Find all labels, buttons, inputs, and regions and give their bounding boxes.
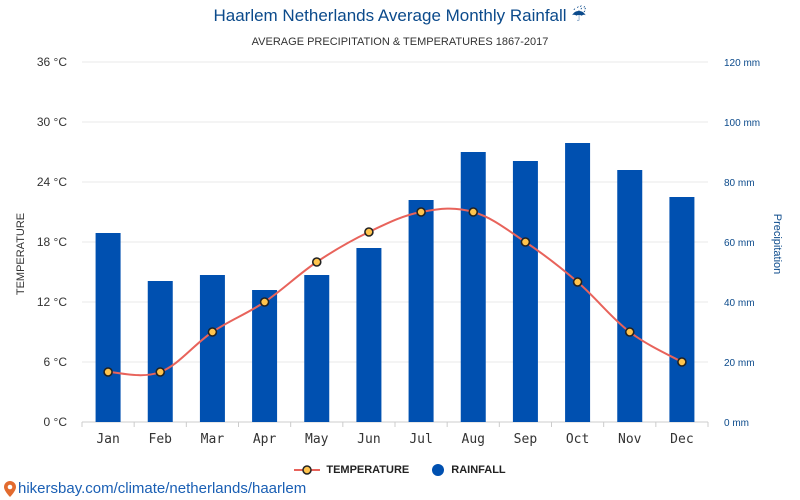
rainfall-legend-marker-icon <box>432 464 445 476</box>
x-tick-label: Apr <box>253 432 277 447</box>
temperature-legend-marker-icon <box>294 465 321 475</box>
temperature-point <box>103 367 113 377</box>
rainfall-bar <box>408 200 434 422</box>
y2-tick-label: 60 mm <box>724 238 755 249</box>
footer-link[interactable]: hikersbay.com/climate/netherlands/haarle… <box>4 480 306 497</box>
temperature-point <box>155 367 166 377</box>
y2-tick-label: 20 mm <box>724 358 755 369</box>
x-tick-label: Sep <box>514 432 538 447</box>
legend-item-temperature[interactable]: TEMPERATURE <box>294 463 409 477</box>
y-tick-label: 36 °C <box>37 55 67 69</box>
y2-tick-label: 0 mm <box>724 418 749 429</box>
y-tick-label: 0 °C <box>44 415 68 429</box>
legend-label-rainfall: RAINFALL <box>451 464 506 476</box>
y-tick-label: 30 °C <box>37 115 67 129</box>
y2-tick-label: 40 mm <box>724 298 755 309</box>
temperature-line <box>108 207 683 377</box>
rainfall-bar <box>252 290 278 422</box>
temperature-point <box>624 327 635 337</box>
rainfall-bar <box>199 275 225 422</box>
y-tick-label: 12 °C <box>37 295 67 309</box>
rainfall-bar <box>460 152 486 422</box>
x-tick-label: Aug <box>462 432 485 447</box>
y2-axis-title: Precipitation <box>771 214 783 275</box>
y2-tick-label: 100 mm <box>724 118 760 129</box>
temperature-point <box>677 357 687 367</box>
temperature-point <box>468 207 479 217</box>
rainfall-bar <box>95 233 121 422</box>
temperature-point <box>520 237 531 247</box>
x-tick-label: Jan <box>96 432 119 447</box>
rainfall-bar <box>304 275 330 422</box>
y-tick-label: 24 °C <box>37 175 67 189</box>
rainfall-bar <box>512 161 538 422</box>
x-tick-label: Nov <box>618 432 642 447</box>
y2-tick-label: 80 mm <box>724 178 755 189</box>
temperature-point <box>572 277 583 287</box>
x-tick-label: Mar <box>201 432 225 447</box>
chart-title: Haarlem Netherlands Average Monthly Rain… <box>213 6 587 25</box>
y-tick-label: 6 °C <box>44 355 68 369</box>
rainfall-bar <box>147 281 173 422</box>
rainfall-bar <box>356 248 382 422</box>
temperature-point <box>311 257 322 267</box>
y-tick-label: 18 °C <box>37 235 67 249</box>
legend-item-rainfall[interactable]: RAINFALL <box>431 463 506 477</box>
footer-url: hikersbay.com/climate/netherlands/haarle… <box>18 480 307 497</box>
temperature-point <box>207 327 218 337</box>
legend: TEMPERATURE RAINFALL <box>0 463 800 477</box>
rainfall-bar <box>617 170 643 422</box>
temperature-point <box>259 297 270 307</box>
y-axis-title: TEMPERATURE <box>15 213 27 295</box>
x-tick-label: Oct <box>566 432 589 447</box>
x-tick-label: Jun <box>357 432 380 447</box>
x-tick-label: Dec <box>670 432 693 447</box>
x-tick-label: Feb <box>149 432 173 447</box>
y2-tick-label: 120 mm <box>724 58 760 69</box>
x-tick-label: May <box>305 432 329 447</box>
location-pin-icon <box>4 480 16 497</box>
chart-subtitle: AVERAGE PRECIPITATION & TEMPERATURES 186… <box>251 36 549 48</box>
x-tick-label: Jul <box>409 432 432 447</box>
temperature-point <box>416 207 426 217</box>
temperature-point <box>364 227 374 237</box>
rainfall-bar <box>669 197 695 422</box>
legend-label-temperature: TEMPERATURE <box>326 464 410 476</box>
